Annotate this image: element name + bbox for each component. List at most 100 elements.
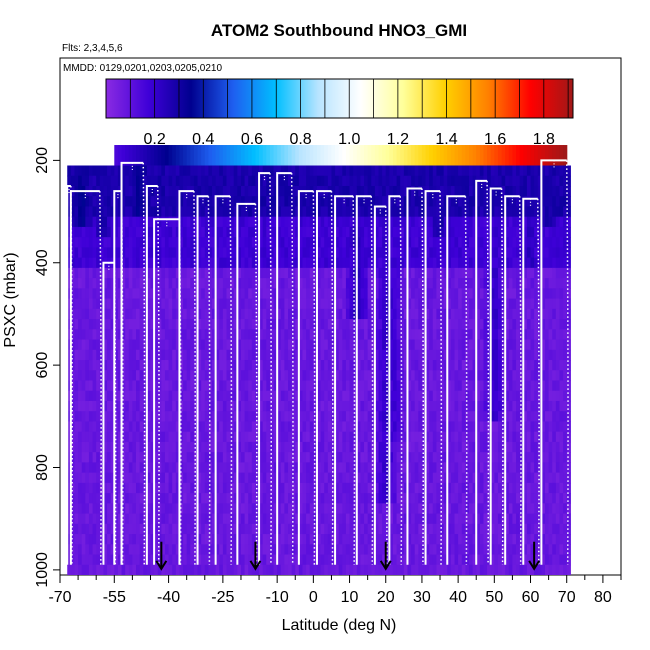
heatmap-cell [154, 298, 159, 310]
heatmap-cell [302, 534, 307, 545]
heatmap-cell [298, 554, 304, 566]
heatmap-cell [487, 431, 492, 443]
heatmap-cell [251, 226, 257, 238]
heatmap-cell [403, 390, 409, 402]
heatmap-cell [125, 257, 130, 269]
heatmap-cell [67, 206, 72, 218]
heatmap-cell [96, 513, 101, 525]
heatmap-cell [288, 441, 293, 453]
heatmap-cell [335, 339, 340, 351]
heatmap-cell [143, 206, 148, 218]
heatmap-cell [487, 503, 492, 515]
heatmap-cell [320, 349, 325, 361]
heatmap-cell [117, 370, 123, 382]
heatmap-cell [364, 421, 369, 433]
heatmap-cell [487, 165, 492, 177]
heatmap-cell [400, 452, 405, 463]
heatmap-cell [146, 411, 152, 423]
heatmap-cell [483, 534, 488, 545]
heatmap-cell [331, 482, 336, 494]
heatmap-cell [512, 278, 517, 289]
heatmap-cell [407, 441, 412, 453]
heatmap-cell [364, 298, 369, 310]
heatmap-cell [164, 554, 170, 566]
heatmap-cell [201, 462, 206, 474]
heatmap-cell [117, 288, 123, 300]
heatmap-cell [436, 360, 441, 371]
heatmap-cell [487, 349, 492, 361]
heatmap-cell [501, 380, 506, 392]
heatmap-cell [255, 226, 260, 238]
heatmap-cell [190, 482, 195, 494]
heatmap-cell [494, 400, 499, 412]
heatmap-cell [262, 278, 267, 289]
heatmap-cell [128, 237, 133, 248]
heatmap-cell [78, 503, 83, 515]
heatmap-cell [291, 534, 296, 545]
heatmap-cell [99, 267, 105, 279]
heatmap-cell [146, 431, 152, 443]
heatmap-cell [472, 319, 477, 330]
heatmap-cell [512, 216, 517, 228]
heatmap-cell [461, 247, 466, 259]
heatmap-cell [233, 247, 238, 259]
heatmap-cell [291, 278, 296, 289]
heatmap-cell [233, 380, 238, 392]
heatmap-cell [190, 370, 195, 382]
heatmap-cell [67, 544, 72, 556]
heatmap-cell [110, 441, 115, 453]
heatmap-cell [425, 267, 430, 279]
heatmap-cell [389, 544, 394, 556]
heatmap-cell [255, 288, 260, 300]
heatmap-cell [385, 513, 390, 525]
heatmap-cell [345, 329, 351, 341]
heatmap-cell [295, 165, 300, 177]
heatmap-cell [269, 216, 275, 228]
heatmap-cell [85, 482, 90, 494]
heatmap-cell [230, 237, 235, 248]
heatmap-cell [443, 441, 448, 453]
heatmap-cell [400, 196, 405, 208]
heatmap-cell [277, 196, 282, 208]
heatmap-cell [107, 390, 112, 402]
heatmap-cell [461, 421, 466, 433]
heatmap-cell [291, 370, 296, 382]
heatmap-cell [88, 298, 94, 310]
heatmap-cell [378, 319, 383, 330]
heatmap-cell [136, 534, 141, 545]
heatmap-cell [107, 564, 112, 575]
heatmap-cell [114, 400, 119, 412]
heatmap-cell [327, 503, 333, 515]
heatmap-cell [374, 298, 380, 310]
heatmap-cell [345, 513, 351, 525]
heatmap-cell [396, 472, 401, 484]
heatmap-cell [421, 339, 427, 351]
heatmap-cell [208, 267, 213, 279]
heatmap-cell [302, 267, 307, 279]
heatmap-cell [103, 452, 108, 463]
heatmap-cell [128, 308, 133, 320]
heatmap-cell [364, 503, 369, 515]
heatmap-cell [302, 329, 307, 341]
heatmap-cell [85, 472, 90, 484]
heatmap-cell [70, 288, 76, 300]
heatmap-cell [284, 482, 289, 494]
heatmap-cell [450, 196, 456, 208]
heatmap-cell [175, 380, 181, 392]
heatmap-cell [479, 513, 485, 525]
heatmap-cell [255, 329, 260, 341]
heatmap-cell [508, 400, 514, 412]
heatmap-cell [255, 503, 260, 515]
heatmap-cell [172, 564, 177, 575]
heatmap-cell [288, 523, 293, 535]
heatmap-cell [374, 452, 380, 463]
heatmap-cell [476, 298, 481, 310]
heatmap-cell [92, 544, 97, 556]
heatmap-cell [414, 564, 419, 575]
heatmap-cell [414, 329, 419, 341]
heatmap-cell [440, 288, 445, 300]
heatmap-cell [324, 564, 329, 575]
heatmap-cell [320, 441, 325, 453]
heatmap-cell [136, 185, 141, 197]
heatmap-cell [136, 349, 141, 361]
